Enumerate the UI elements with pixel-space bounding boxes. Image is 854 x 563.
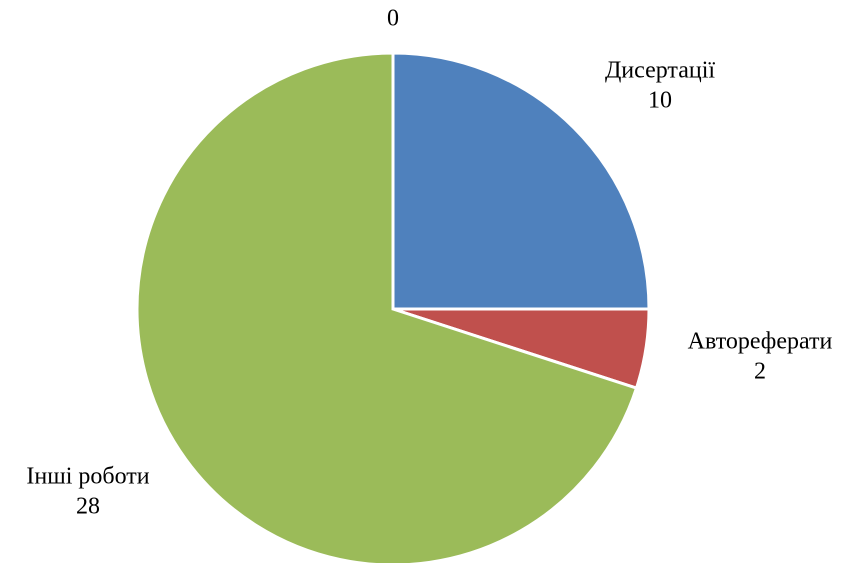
category-label: Автореферати bbox=[688, 329, 833, 355]
pie-slice bbox=[391, 51, 651, 311]
category-label: Інші роботи bbox=[26, 464, 149, 490]
value-label: 2 bbox=[754, 359, 766, 385]
value-label: 10 bbox=[648, 88, 672, 114]
pie-slice bbox=[135, 51, 639, 563]
category-label: Дисертації bbox=[605, 58, 715, 84]
value-label: 0 bbox=[387, 6, 399, 32]
value-label: 28 bbox=[76, 494, 100, 520]
